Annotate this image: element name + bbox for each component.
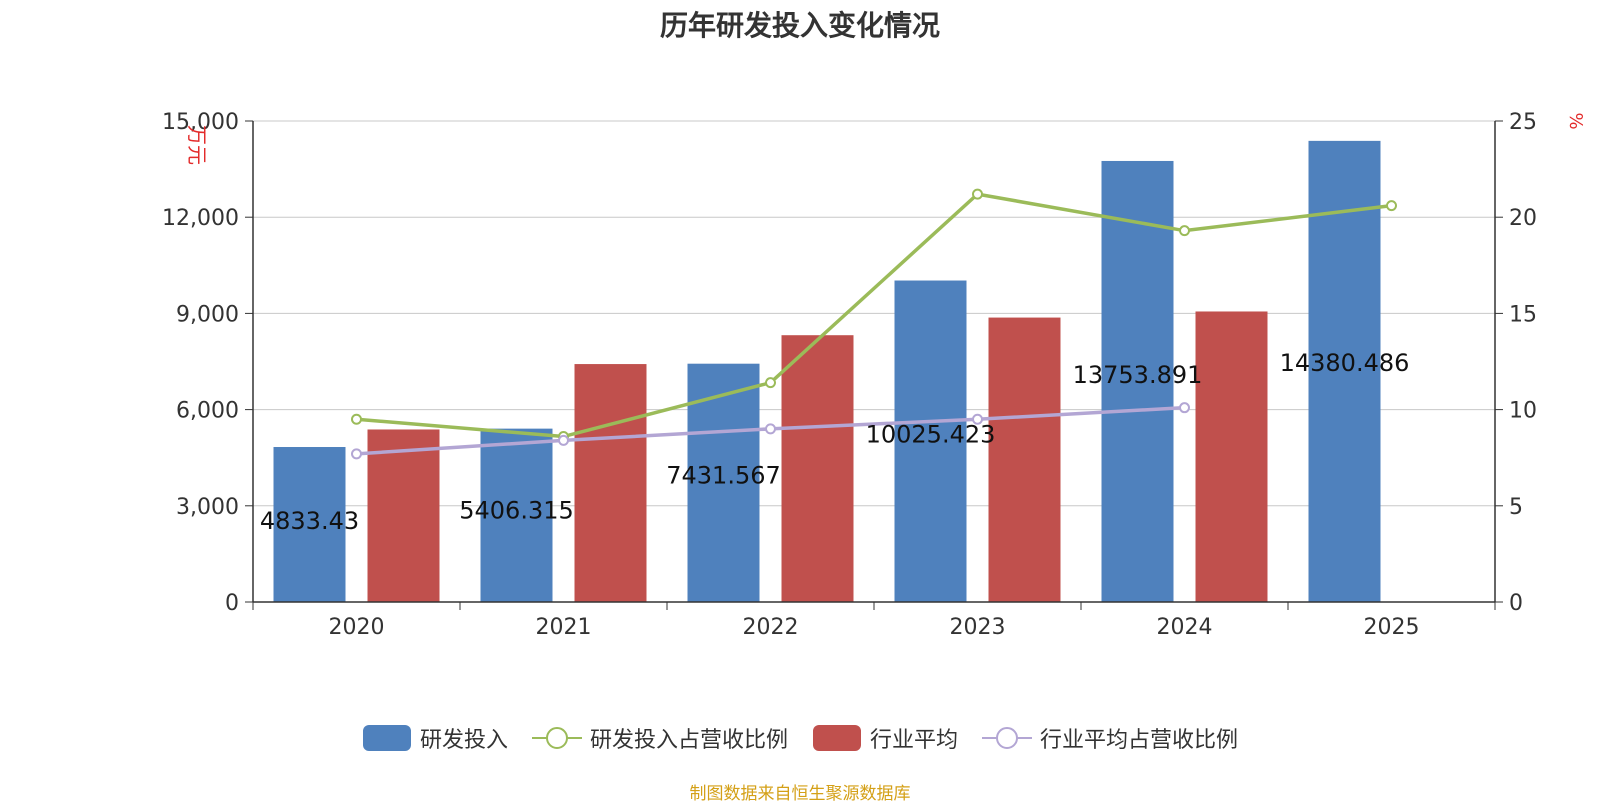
bar bbox=[1195, 311, 1268, 602]
y-left-axis-unit: 万元 bbox=[185, 125, 209, 165]
bar bbox=[273, 447, 346, 602]
x-tick-label: 2022 bbox=[743, 615, 799, 640]
x-tick-label: 2023 bbox=[950, 615, 1006, 640]
bar-value-label: 4833.43 bbox=[260, 507, 359, 535]
bar-value-label: 5406.315 bbox=[459, 497, 574, 525]
legend-line-purple-icon bbox=[982, 727, 1033, 749]
bar-value-label: 14380.486 bbox=[1280, 349, 1410, 377]
y-right-tick-label: 0 bbox=[1509, 591, 1523, 616]
legend-item-industry-avg[interactable]: 行业平均 bbox=[812, 722, 958, 754]
y-left-tick-label: 9,000 bbox=[176, 302, 239, 327]
y-right-tick-label: 10 bbox=[1509, 399, 1537, 424]
legend-item-rd[interactable]: 研发投入 bbox=[362, 722, 508, 754]
line-point bbox=[1179, 402, 1190, 414]
data-source-note: 制图数据来自恒生聚源数据库 bbox=[689, 784, 911, 804]
legend-item-industry-ratio[interactable]: 行业平均占营收比例 bbox=[982, 722, 1238, 754]
y-right-axis-unit: % bbox=[1565, 112, 1586, 129]
x-tick-label: 2020 bbox=[329, 615, 385, 640]
y-right-tick-label: 15 bbox=[1509, 302, 1537, 327]
bars bbox=[273, 140, 1381, 602]
line-point bbox=[558, 434, 569, 446]
line-point bbox=[972, 413, 983, 425]
line-point bbox=[351, 448, 362, 460]
bar bbox=[894, 280, 967, 602]
legend-bar-blue-icon bbox=[362, 725, 411, 751]
data-labels: 4833.43 5406.315 7431.567 10025.423 13753.89… bbox=[260, 349, 1410, 535]
bar-value-label: 10025.423 bbox=[866, 421, 996, 449]
bar bbox=[1101, 160, 1174, 602]
legend-item-rd-ratio[interactable]: 研发投入占营收比例 bbox=[531, 722, 788, 754]
series-line bbox=[356, 192, 1392, 439]
y-right-tick-label: 20 bbox=[1509, 206, 1537, 231]
bar bbox=[367, 429, 440, 602]
line-point bbox=[972, 188, 983, 200]
line-point bbox=[765, 377, 776, 389]
line-point bbox=[1386, 200, 1397, 212]
chart-title: 历年研发投入变化情况 bbox=[659, 9, 940, 42]
bar bbox=[574, 364, 647, 602]
legend-label: 研发投入 bbox=[419, 728, 508, 753]
y-right-tick-label: 5 bbox=[1509, 495, 1523, 520]
legend: 研发投入 研发投入占营收比例 行业平均 行业平均占营收比例 bbox=[0, 722, 1600, 754]
y-left-tick-label: 6,000 bbox=[176, 399, 239, 424]
legend-label: 行业平均占营收比例 bbox=[1040, 728, 1239, 753]
bar bbox=[988, 317, 1061, 602]
bar-value-label: 7431.567 bbox=[666, 462, 781, 490]
bar bbox=[480, 428, 553, 602]
grid-lines bbox=[253, 120, 1495, 507]
x-tick-label: 2025 bbox=[1364, 615, 1420, 640]
axes: 03,0006,0009,00012,00015,0000510152025万元… bbox=[162, 110, 1586, 640]
legend-label: 研发投入占营收比例 bbox=[589, 728, 788, 753]
x-tick-label: 2024 bbox=[1157, 615, 1213, 640]
y-left-tick-label: 0 bbox=[225, 591, 239, 616]
line-point bbox=[765, 423, 776, 435]
bar bbox=[687, 363, 760, 602]
y-left-tick-label: 3,000 bbox=[176, 495, 239, 520]
bar bbox=[1308, 140, 1381, 602]
y-left-tick-label: 15,000 bbox=[162, 110, 239, 135]
legend-line-green-icon bbox=[531, 727, 582, 749]
line-point bbox=[1179, 225, 1190, 237]
legend-bar-red-icon bbox=[813, 725, 861, 751]
line-point bbox=[351, 413, 362, 425]
y-right-tick-label: 25 bbox=[1509, 110, 1537, 135]
bar bbox=[781, 335, 854, 602]
bar-value-label: 13753.891 bbox=[1073, 361, 1203, 389]
legend-label: 行业平均 bbox=[870, 728, 959, 753]
x-tick-label: 2021 bbox=[536, 615, 592, 640]
y-left-tick-label: 12,000 bbox=[162, 206, 239, 231]
lines bbox=[351, 188, 1397, 460]
